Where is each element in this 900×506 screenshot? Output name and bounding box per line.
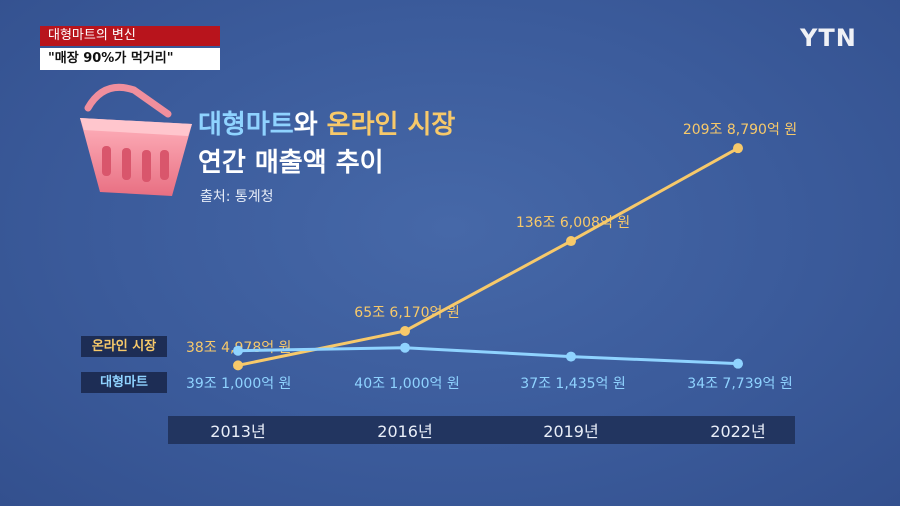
legend-mart: 대형마트 xyxy=(81,372,167,393)
title-conj: 와 xyxy=(293,110,327,140)
mart-data-label: 37조 1,435억 원 xyxy=(520,376,625,392)
mart-data-label: 34조 7,739억 원 xyxy=(687,376,792,392)
chart-source: 출처: 통계청 xyxy=(200,189,274,205)
mart-series-line xyxy=(237,346,739,366)
x-tick-label: 2019년 xyxy=(543,422,598,441)
x-tick-label: 2022년 xyxy=(710,422,765,441)
headline-banner: "매장 90%가 먹거리" xyxy=(40,48,220,70)
x-tick-label: 2013년 xyxy=(210,422,265,441)
x-axis-band xyxy=(168,416,795,444)
mart-point xyxy=(566,351,576,362)
online-data-label: 65조 6,170억 원 xyxy=(354,305,459,321)
online-data-label: 136조 6,008억 원 xyxy=(516,215,630,231)
title-mart: 대형마트 xyxy=(198,110,294,140)
mart-point xyxy=(400,342,410,353)
mart-point xyxy=(733,358,743,369)
online-point xyxy=(233,360,243,371)
online-data-label: 209조 8,790억 원 xyxy=(683,122,797,138)
ytn-logo: YTN xyxy=(800,24,857,52)
online-series-line xyxy=(237,146,739,367)
topic-banner: 대형마트의 변신 xyxy=(40,26,220,46)
chart-title-line1: 대형마트와 온라인 시장 xyxy=(198,104,455,141)
legend-online: 온라인 시장 xyxy=(81,336,167,357)
mart-data-label: 39조 1,000억 원 xyxy=(186,376,291,392)
online-point xyxy=(733,143,743,154)
mart-data-label: 40조 1,000억 원 xyxy=(354,376,459,392)
online-point xyxy=(400,325,410,336)
chart-title-line2: 연간 매출액 추이 xyxy=(198,148,384,178)
title-online: 온라인 시장 xyxy=(326,110,456,140)
online-point xyxy=(566,236,576,247)
x-tick-label: 2016년 xyxy=(377,422,432,441)
mart-point xyxy=(233,345,243,356)
